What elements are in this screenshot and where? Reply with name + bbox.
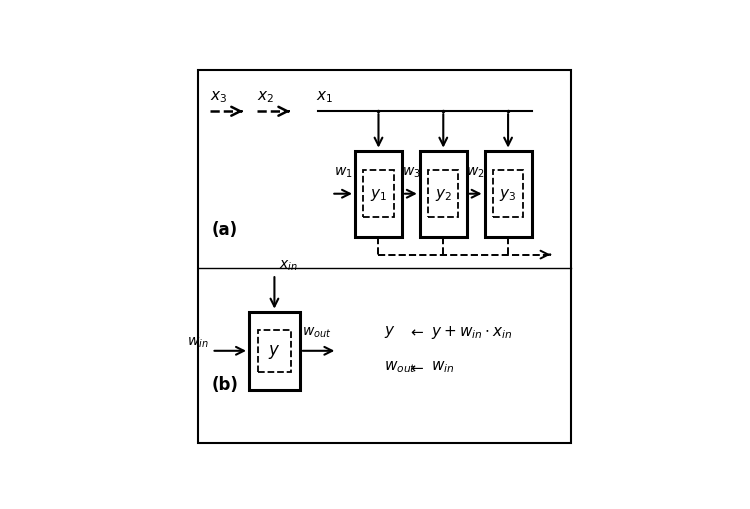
Text: $w_2$: $w_2$	[466, 165, 485, 180]
Text: $x_2$: $x_2$	[256, 89, 274, 105]
Text: $w_{in}$: $w_{in}$	[431, 359, 455, 375]
Text: $y_1$: $y_1$	[370, 186, 387, 202]
Bar	[428, 171, 458, 218]
Text: $y$: $y$	[268, 342, 280, 360]
Text: $w_{out}$: $w_{out}$	[384, 359, 417, 375]
Bar	[249, 312, 300, 390]
Text: $y_3$: $y_3$	[500, 186, 517, 202]
Text: $y_2$: $y_2$	[435, 186, 451, 202]
Bar	[364, 171, 394, 218]
Text: $x_{in}$: $x_{in}$	[279, 259, 298, 273]
Bar	[258, 330, 291, 372]
Bar	[493, 171, 524, 218]
Text: $\leftarrow$: $\leftarrow$	[408, 324, 424, 339]
Text: $w_1$: $w_1$	[334, 165, 353, 180]
Bar	[420, 151, 466, 237]
Text: $w_{in}$: $w_{in}$	[187, 335, 209, 349]
Text: $y + w_{in} \cdot x_{in}$: $y + w_{in} \cdot x_{in}$	[431, 323, 513, 340]
Text: $w_3$: $w_3$	[401, 165, 420, 180]
Text: (b): (b)	[211, 376, 238, 393]
Text: $\leftarrow$: $\leftarrow$	[408, 359, 424, 374]
Text: $w_{out}$: $w_{out}$	[302, 325, 332, 340]
Bar	[484, 151, 532, 237]
Text: $y$: $y$	[384, 324, 396, 340]
Text: $x_3$: $x_3$	[209, 89, 227, 105]
Text: $x_1$: $x_1$	[316, 89, 333, 105]
Bar	[355, 151, 402, 237]
Text: (a): (a)	[211, 220, 238, 239]
